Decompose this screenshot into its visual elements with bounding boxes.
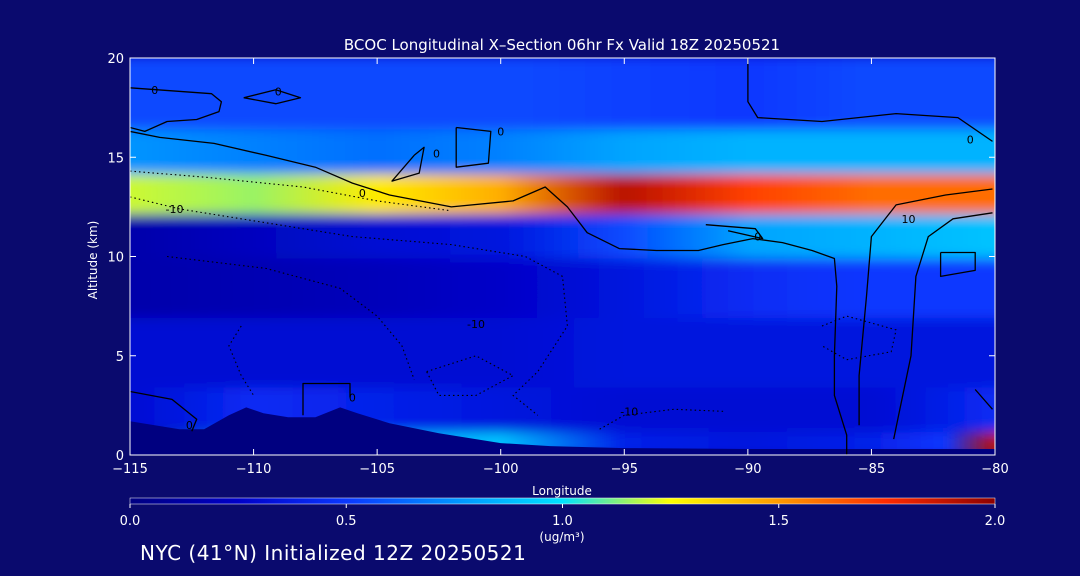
contour-line [705, 224, 764, 240]
x-axis-label: Longitude [532, 484, 592, 498]
x-tick-label: −85 [858, 462, 885, 477]
field-band [130, 125, 995, 175]
contour-line [893, 212, 993, 440]
x-tick-label: −100 [483, 462, 519, 477]
x-tick-label: −90 [734, 462, 761, 477]
contour-label: 0 [275, 86, 282, 99]
field-band [130, 314, 995, 388]
colorbar-tick-label: 0.5 [336, 514, 357, 529]
y-axis: 0 5 10 15 20 [107, 52, 995, 464]
contour-line [130, 390, 198, 432]
y-axis-label: Altitude (km) [86, 221, 100, 300]
chart-title: BCOC Longitudinal X–Section 06hr Fx Vali… [344, 36, 780, 54]
field-band [130, 209, 995, 259]
colorbar-tick-label: 1.0 [552, 514, 573, 529]
contour-label: 0 [497, 125, 504, 138]
x-tick-label: −105 [359, 462, 395, 477]
field-band [130, 170, 995, 214]
y-tick-label: 0 [116, 449, 124, 464]
contour-label: 0 [151, 84, 158, 97]
contour-label: 0 [754, 231, 761, 244]
contour-line [858, 188, 993, 426]
contour-line [455, 126, 492, 168]
contour-label: 0 [186, 419, 193, 432]
y-tick-label: 10 [107, 251, 124, 266]
contour-label: 0 [359, 187, 366, 200]
contour-line [391, 146, 425, 182]
concentration-field: 0 0 0 0 0 0 0 0 0 10 -10 -10 -10 [130, 58, 995, 455]
contour-line [599, 408, 724, 430]
field-band [130, 58, 995, 130]
contour-line [167, 255, 415, 380]
field-band [130, 254, 995, 319]
y-tick-label: 5 [116, 350, 124, 365]
x-axis: −115 −110 −105 −100 −95 −90 −85 −80 [112, 58, 1009, 477]
x-tick-label: −95 [611, 462, 638, 477]
contour-label: -10 [166, 203, 184, 216]
contour-label: 0 [433, 147, 440, 160]
contour-label: 10 [902, 213, 916, 226]
colorbar-tick-label: 0.0 [120, 514, 141, 529]
contour-line [302, 382, 351, 416]
colorbar-unit-label: (ug/m³) [539, 530, 584, 544]
contour-line [243, 89, 302, 105]
colorbar-gradient [129, 497, 996, 505]
y-tick-label: 20 [107, 52, 124, 67]
y-tick-label: 15 [107, 151, 124, 166]
contour-line [974, 389, 993, 410]
terrain [130, 407, 995, 455]
contour-line [130, 170, 452, 212]
contour-label: -10 [467, 318, 485, 331]
contour-line [130, 87, 223, 133]
contour-label: 0 [967, 133, 974, 146]
contour-line [130, 196, 568, 416]
contour-label: -10 [620, 405, 638, 418]
x-tick-label: −110 [236, 462, 272, 477]
colorbar: 0.0 0.5 1.0 1.5 2.0 (ug/m³) [120, 497, 1006, 544]
initialization-caption: NYC (41°N) Initialized 12Z 20250521 [140, 541, 527, 565]
contour-line [939, 251, 976, 278]
contour-line [130, 130, 848, 455]
x-tick-label: −115 [112, 462, 148, 477]
colorbar-tick-label: 2.0 [985, 514, 1006, 529]
colorbar-tick-label: 1.5 [768, 514, 789, 529]
contour-line [747, 58, 993, 142]
contour-label: 0 [349, 391, 356, 404]
x-tick-label: −80 [981, 462, 1008, 477]
